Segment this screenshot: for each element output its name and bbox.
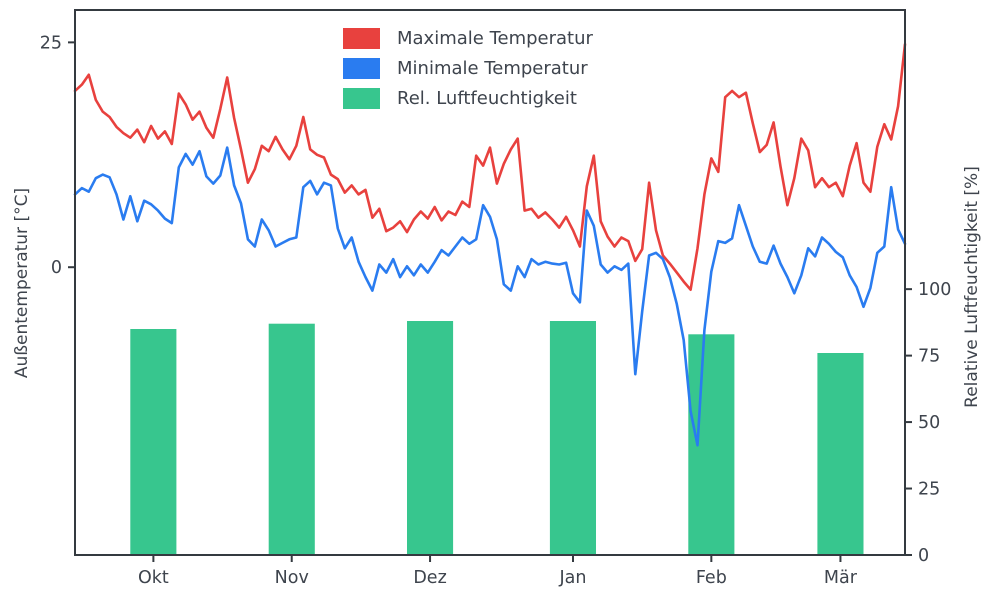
right-tick-label: 100 bbox=[918, 280, 951, 300]
legend-label-max-temp: Maximale Temperatur bbox=[397, 28, 593, 49]
x-tick-label: Dez bbox=[413, 568, 446, 588]
x-tick-label: Okt bbox=[138, 568, 169, 588]
min-temp-line bbox=[73, 146, 907, 447]
humidity-bar bbox=[817, 353, 864, 555]
right-tick-label: 75 bbox=[918, 347, 940, 367]
max-temp-line bbox=[73, 42, 907, 292]
right-tick-label: 50 bbox=[918, 413, 940, 433]
legend-swatch-blue bbox=[343, 58, 380, 79]
legend: Maximale Temperatur Minimale Temperatur … bbox=[343, 28, 593, 109]
legend-item-humidity: Rel. Luftfeuchtigkeit bbox=[343, 88, 593, 109]
right-tick-label: 0 bbox=[918, 546, 929, 566]
plot-frame bbox=[74, 9, 906, 556]
humidity-bar bbox=[268, 323, 315, 555]
legend-item-min-temp: Minimale Temperatur bbox=[343, 58, 593, 79]
humidity-bar bbox=[130, 329, 177, 555]
left-tick-label: 25 bbox=[40, 33, 62, 53]
legend-swatch-green bbox=[343, 88, 380, 109]
x-tick-label: Feb bbox=[696, 568, 727, 588]
humidity-bar bbox=[549, 321, 596, 555]
right-axis-title: Relative Luftfeuchtigkeit [%] bbox=[962, 166, 982, 408]
legend-label-min-temp: Minimale Temperatur bbox=[397, 58, 588, 79]
left-tick-label: 0 bbox=[51, 258, 62, 278]
x-tick-label: Mär bbox=[824, 568, 858, 588]
left-axis-title: Außentemperatur [°C] bbox=[12, 187, 32, 379]
legend-item-max-temp: Maximale Temperatur bbox=[343, 28, 593, 49]
humidity-bar bbox=[407, 321, 454, 555]
legend-swatch-red bbox=[343, 28, 380, 49]
x-tick-label: Nov bbox=[275, 568, 309, 588]
legend-label-humidity: Rel. Luftfeuchtigkeit bbox=[397, 88, 577, 109]
humidity-bar bbox=[688, 334, 735, 555]
x-tick-label: Jan bbox=[559, 568, 587, 588]
right-tick-label: 25 bbox=[918, 480, 940, 500]
